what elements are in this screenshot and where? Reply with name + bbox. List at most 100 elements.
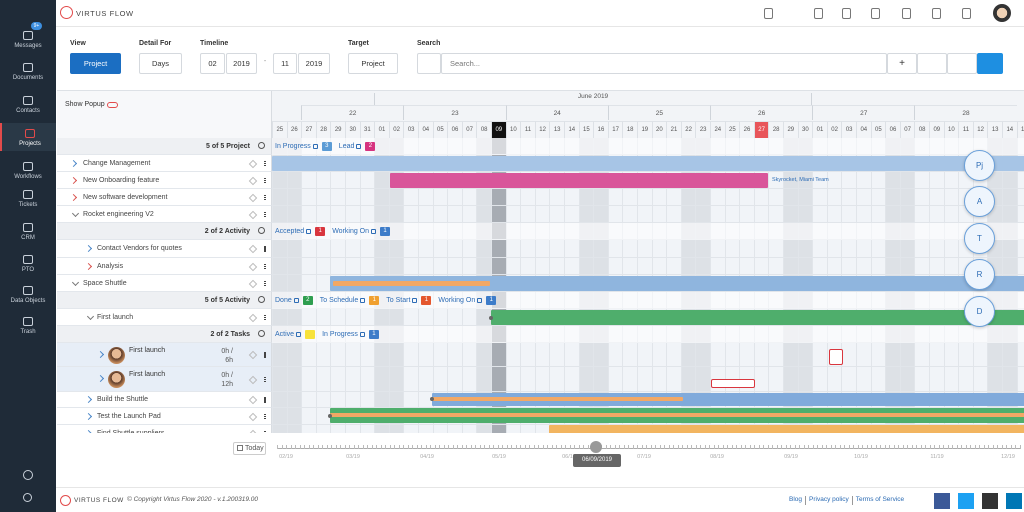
top-icon[interactable]: [842, 8, 851, 19]
status-chip[interactable]: In Progress 1: [322, 330, 379, 339]
nav-item[interactable]: Workflows: [0, 156, 56, 184]
favorite-star[interactable]: [248, 176, 258, 185]
settings-icon[interactable]: [23, 470, 33, 480]
status-chip[interactable]: To Schedule 1: [320, 296, 380, 305]
footer-link[interactable]: Blog: [789, 496, 803, 503]
nav-item[interactable]: Trash: [0, 311, 56, 339]
start-month[interactable]: 02: [200, 53, 225, 74]
favorite-star[interactable]: [248, 412, 258, 421]
favorite-star[interactable]: [248, 159, 258, 168]
favorite-star[interactable]: [248, 210, 258, 219]
sort-button[interactable]: [917, 53, 947, 74]
view-select[interactable]: Project: [70, 53, 121, 74]
resource-badge[interactable]: A: [964, 186, 995, 217]
refresh-button[interactable]: [417, 53, 441, 74]
row-label-cell[interactable]: New software development: [57, 189, 272, 206]
nav-item[interactable]: Documents: [0, 57, 56, 85]
start-year[interactable]: 2019: [226, 53, 257, 74]
resource-badge[interactable]: R: [964, 259, 995, 290]
top-icon[interactable]: [871, 8, 880, 19]
favorite-star[interactable]: [248, 193, 258, 202]
row-label-cell[interactable]: Analysis: [57, 258, 272, 275]
top-icon[interactable]: [902, 8, 911, 19]
top-icon[interactable]: [932, 8, 941, 19]
top-icon[interactable]: [814, 8, 823, 19]
task-bar[interactable]: [390, 173, 768, 188]
task-bar[interactable]: [330, 413, 1024, 417]
row-label-cell[interactable]: Space Shuttle: [57, 275, 272, 292]
nav-item[interactable]: Projects: [0, 123, 56, 151]
footer-link[interactable]: Terms of Service: [851, 496, 907, 505]
settings-button[interactable]: [947, 53, 977, 74]
target-select[interactable]: Project: [348, 53, 398, 74]
row-label-cell[interactable]: First launch 0h / 12h: [57, 367, 272, 392]
status-chip[interactable]: To Start 1: [386, 296, 432, 305]
favorite-star[interactable]: [248, 375, 258, 384]
search-button[interactable]: [977, 53, 1003, 74]
add-button[interactable]: +: [887, 53, 917, 74]
favorite-star[interactable]: [248, 313, 258, 322]
avatar[interactable]: [993, 4, 1011, 22]
task-marker[interactable]: [829, 349, 843, 365]
nav-item[interactable]: Messages: [0, 25, 56, 53]
task-marker[interactable]: [711, 379, 755, 388]
expand-arrow[interactable]: [69, 176, 78, 184]
favorite-star[interactable]: [248, 244, 258, 254]
resource-badge[interactable]: D: [964, 296, 995, 327]
filter-search[interactable]: [258, 227, 265, 234]
status-chip[interactable]: Working On 1: [438, 296, 497, 305]
nav-item[interactable]: Data Objects: [0, 280, 56, 308]
collapse-arrow[interactable]: [71, 278, 80, 286]
collapse-arrow[interactable]: [86, 312, 95, 320]
row-label-cell[interactable]: New Onboarding feature: [57, 172, 272, 189]
nav-item[interactable]: Tickets: [0, 184, 56, 212]
favorite-star[interactable]: [248, 279, 258, 288]
nav-item[interactable]: PTO: [0, 249, 56, 277]
expand-arrow[interactable]: [96, 350, 105, 359]
top-icon[interactable]: [764, 8, 773, 19]
social-link[interactable]: [958, 493, 974, 509]
row-label-cell[interactable]: Find Shuttle suppliers: [57, 425, 272, 433]
status-chip[interactable]: Lead 2: [339, 142, 376, 151]
scrubber-thumb[interactable]: [590, 441, 602, 453]
task-bar[interactable]: [330, 276, 1024, 291]
status-chip[interactable]: Active: [275, 330, 316, 339]
top-icon[interactable]: [962, 8, 971, 19]
expand-arrow[interactable]: [84, 395, 93, 404]
row-label-cell[interactable]: Contact Vendors for quotes: [57, 240, 272, 258]
nav-item[interactable]: CRM: [0, 217, 56, 245]
resource-badge[interactable]: T: [964, 223, 995, 254]
resource-badge[interactable]: Pj: [964, 150, 995, 181]
status-chip[interactable]: Accepted 1: [275, 227, 326, 236]
favorite-star[interactable]: [248, 350, 258, 360]
expand-arrow[interactable]: [69, 159, 78, 167]
favorite-star[interactable]: [248, 262, 258, 271]
social-link[interactable]: [1006, 493, 1022, 509]
end-month[interactable]: 11: [273, 53, 297, 74]
collapse-arrow[interactable]: [71, 209, 80, 217]
row-label-cell[interactable]: Change Management: [57, 155, 272, 172]
status-chip[interactable]: In Progress 3: [275, 142, 332, 151]
task-bar[interactable]: [432, 397, 683, 401]
task-bar[interactable]: [272, 156, 1024, 171]
favorite-star[interactable]: [248, 395, 258, 405]
filter-search[interactable]: [258, 142, 265, 149]
search-input[interactable]: Search...: [441, 53, 887, 74]
social-link[interactable]: [982, 493, 998, 509]
row-label-cell[interactable]: Build the Shuttle: [57, 392, 272, 408]
expand-arrow[interactable]: [84, 244, 93, 253]
row-label-cell[interactable]: Test the Launch Pad: [57, 408, 272, 425]
popup-toggle[interactable]: [107, 102, 118, 108]
row-label-cell[interactable]: Rocket engineering V2: [57, 206, 272, 223]
task-bar[interactable]: [333, 281, 490, 286]
nav-item[interactable]: Contacts: [0, 90, 56, 118]
social-link[interactable]: [934, 493, 950, 509]
task-bar[interactable]: [549, 425, 1024, 433]
filter-search[interactable]: [258, 330, 265, 337]
status-chip[interactable]: Working On 1: [332, 227, 391, 236]
status-chip[interactable]: Done 2: [275, 296, 313, 305]
expand-arrow[interactable]: [96, 374, 105, 383]
task-bar[interactable]: [432, 393, 1024, 406]
detail-select[interactable]: Days: [139, 53, 182, 74]
filter-search[interactable]: [258, 296, 265, 303]
